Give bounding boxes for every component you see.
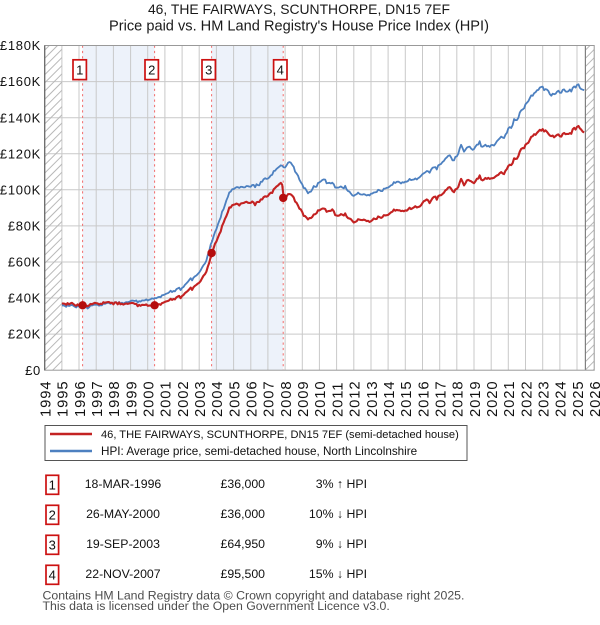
svg-text:HPI: Average price, semi-detac: HPI: Average price, semi-detached house,… xyxy=(101,445,417,458)
svg-text:£36,000: £36,000 xyxy=(221,507,266,521)
svg-text:2020: 2020 xyxy=(485,380,501,417)
svg-text:4: 4 xyxy=(49,568,56,583)
svg-text:2012: 2012 xyxy=(348,380,364,417)
svg-text:1999: 1999 xyxy=(124,380,140,417)
svg-text:1995: 1995 xyxy=(56,380,72,417)
svg-text:Contains HM Land Registry data: Contains HM Land Registry data © Crown c… xyxy=(43,589,465,603)
svg-text:2007: 2007 xyxy=(262,380,278,417)
svg-text:1998: 1998 xyxy=(107,380,123,417)
svg-text:22-NOV-2007: 22-NOV-2007 xyxy=(85,567,160,581)
svg-text:2: 2 xyxy=(49,508,56,523)
svg-text:2013: 2013 xyxy=(365,380,381,417)
svg-text:£80K: £80K xyxy=(8,219,41,234)
svg-text:2026: 2026 xyxy=(588,380,600,417)
svg-text:3% ↑ HPI: 3% ↑ HPI xyxy=(316,477,367,491)
svg-text:£120K: £120K xyxy=(0,146,41,161)
svg-text:10% ↓ HPI: 10% ↓ HPI xyxy=(309,507,367,521)
svg-text:2014: 2014 xyxy=(382,380,398,417)
svg-text:£95,500: £95,500 xyxy=(221,567,266,581)
svg-text:2004: 2004 xyxy=(210,380,226,417)
svg-text:£0: £0 xyxy=(25,363,41,378)
svg-text:2024: 2024 xyxy=(554,380,570,417)
svg-text:1: 1 xyxy=(76,62,83,77)
svg-text:2000: 2000 xyxy=(142,380,158,417)
svg-text:9% ↓ HPI: 9% ↓ HPI xyxy=(316,537,367,551)
svg-text:£180K: £180K xyxy=(0,38,41,53)
svg-text:2010: 2010 xyxy=(313,380,329,417)
svg-text:46, THE FAIRWAYS, SCUNTHORPE,: 46, THE FAIRWAYS, SCUNTHORPE, DN15 7EF (… xyxy=(101,429,459,441)
svg-text:£100K: £100K xyxy=(0,182,41,197)
svg-text:1997: 1997 xyxy=(90,380,106,417)
svg-text:2025: 2025 xyxy=(571,380,587,417)
svg-text:£20K: £20K xyxy=(8,327,41,342)
svg-text:2006: 2006 xyxy=(245,380,261,417)
svg-text:2023: 2023 xyxy=(537,380,553,417)
svg-text:Price paid vs. HM Land Registr: Price paid vs. HM Land Registry's House … xyxy=(109,19,489,35)
svg-text:2001: 2001 xyxy=(159,380,175,417)
svg-text:19-SEP-2003: 19-SEP-2003 xyxy=(86,537,160,551)
svg-text:£140K: £140K xyxy=(0,110,41,125)
svg-text:4: 4 xyxy=(277,62,284,77)
svg-text:2018: 2018 xyxy=(451,380,467,417)
svg-text:2019: 2019 xyxy=(468,380,484,417)
svg-text:2002: 2002 xyxy=(176,380,192,417)
svg-text:2008: 2008 xyxy=(279,380,295,417)
svg-text:£36,000: £36,000 xyxy=(221,477,266,491)
svg-text:2009: 2009 xyxy=(296,380,312,417)
svg-text:1: 1 xyxy=(49,478,56,493)
svg-text:3: 3 xyxy=(205,62,212,77)
svg-text:1996: 1996 xyxy=(73,380,89,417)
svg-text:£60K: £60K xyxy=(8,255,41,270)
svg-text:£64,950: £64,950 xyxy=(221,537,266,551)
svg-text:2021: 2021 xyxy=(502,380,518,417)
svg-text:£160K: £160K xyxy=(0,74,41,89)
svg-text:26-MAY-2000: 26-MAY-2000 xyxy=(86,507,160,521)
svg-text:2003: 2003 xyxy=(193,380,209,417)
svg-text:2016: 2016 xyxy=(416,380,432,417)
svg-text:3: 3 xyxy=(49,538,56,553)
svg-text:2022: 2022 xyxy=(519,380,535,417)
svg-text:18-MAR-1996: 18-MAR-1996 xyxy=(85,477,162,491)
svg-text:2017: 2017 xyxy=(434,380,450,417)
svg-text:2011: 2011 xyxy=(330,382,346,417)
svg-text:2005: 2005 xyxy=(227,380,243,417)
svg-text:2: 2 xyxy=(148,62,155,77)
svg-text:1994: 1994 xyxy=(39,380,55,417)
svg-text:2015: 2015 xyxy=(399,380,415,417)
svg-text:46, THE FAIRWAYS, SCUNTHORPE,: 46, THE FAIRWAYS, SCUNTHORPE, DN15 7EF xyxy=(148,1,450,17)
svg-text:15% ↓ HPI: 15% ↓ HPI xyxy=(309,567,367,581)
svg-text:This data is licensed under th: This data is licensed under the Open Gov… xyxy=(43,599,390,613)
svg-text:£40K: £40K xyxy=(8,291,41,306)
